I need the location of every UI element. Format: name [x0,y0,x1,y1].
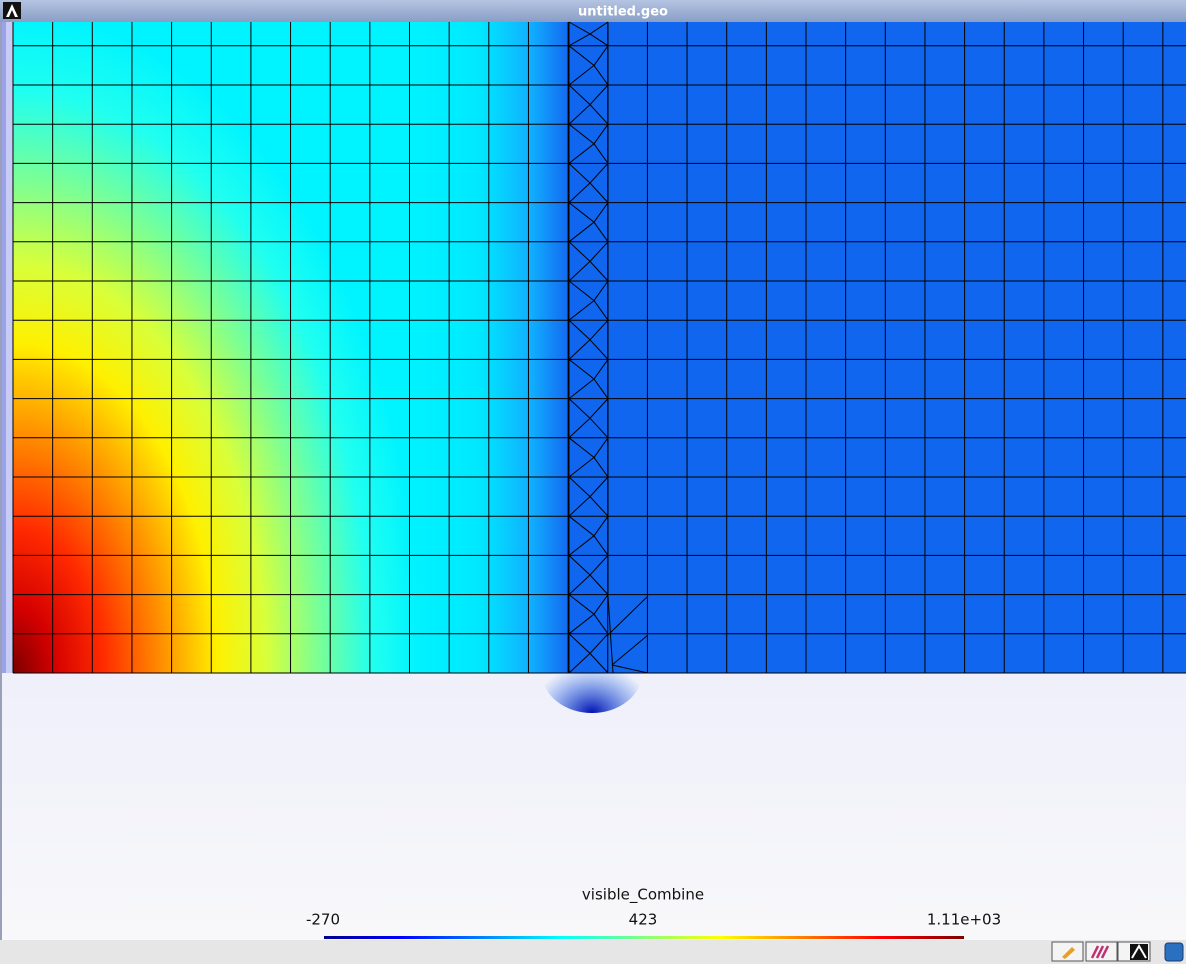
colorbar-title: visible_Combine [582,886,704,905]
window-button[interactable] [1164,942,1184,962]
mesh-edge [593,378,609,399]
mesh-edge [593,221,609,243]
colorbar-label: 1.11e+03 [927,911,1001,929]
mesh-edge [589,339,609,360]
mesh-edge [589,476,609,497]
mesh-edge [607,595,649,636]
mesh-edge [568,261,591,282]
edit-icon [1062,947,1075,959]
mesh-edge [568,633,591,654]
mesh-edge [568,378,595,399]
mesh-edge [568,515,595,537]
mesh-edge [568,143,595,164]
window-title: untitled.geo [578,5,668,20]
mesh-edge [568,182,591,203]
mesh-edge [593,143,609,164]
mesh-edge [568,202,595,223]
mesh-edge [568,457,595,478]
left-border [0,22,2,940]
mesh-edge [593,300,609,321]
info-icon [1130,944,1148,960]
mesh-edge [568,65,595,86]
mesh-edge [568,104,591,125]
mesh-edge [568,574,591,595]
mesh-edge [568,319,591,341]
mesh-edge [568,84,591,105]
mesh-edge [589,33,609,47]
colorbar-label: 423 [629,911,658,929]
mesh-edge [593,594,609,615]
mesh-edge [611,634,649,666]
mesh-edge [589,319,609,341]
mesh-edge [593,437,609,458]
mesh-edge [589,182,609,203]
mesh-edge [568,476,591,497]
mesh-edge [589,574,609,595]
colorbar-label: -270 [306,911,340,929]
mesh-edge [568,437,595,458]
mesh-edge [568,241,591,262]
mesh-edge [589,496,609,517]
mesh-edge [589,417,609,439]
mesh-edge [568,398,591,419]
mesh-edge [611,664,649,674]
mesh-edge [568,555,591,576]
mesh-edge [589,241,609,262]
options-icon [1090,945,1110,959]
status-bar [0,940,1186,964]
mesh-edge [593,65,609,86]
mesh-edge [568,221,595,243]
mesh-edge [568,359,595,380]
mesh-edge [568,33,591,47]
mesh-edge [593,359,609,380]
mesh-edge [593,613,609,635]
mesh-edge [589,84,609,105]
mesh-edge [589,163,609,184]
mesh-edge [568,163,591,184]
mesh-edge [589,653,609,674]
mesh-edge [589,21,609,35]
mesh-edge [568,594,595,615]
mesh-edge [593,202,609,223]
mesh-edge [589,633,609,654]
field-plot [13,22,1186,713]
left-strip-light [6,22,13,673]
mesh-edge [568,535,595,556]
mesh-edge [589,261,609,282]
mesh-edge [568,496,591,517]
mesh-edge [593,515,609,537]
mesh-edge [568,123,595,145]
mesh-edge [568,21,591,35]
mesh-edge [589,398,609,419]
mesh-edge [589,555,609,576]
mesh-edge [593,280,609,301]
mesh-edge [568,339,591,360]
info-icon-glyph [1131,944,1147,959]
mesh [12,21,1186,674]
title-bar [0,0,1186,22]
mesh-edge [593,123,609,145]
mesh-edge [607,595,614,674]
mesh-edge [568,653,591,674]
field-right [569,22,1186,673]
colorbar [324,936,964,939]
mesh-edge [568,300,595,321]
mesh-edge [568,45,595,66]
mesh-edge [568,417,591,439]
mesh-edge [593,45,609,66]
mesh-edge [593,535,609,556]
mesh-edge [568,613,595,635]
mesh-edge [568,280,595,301]
mesh-edge [593,457,609,478]
mesh-edge [589,104,609,125]
app-icon-glyph [6,4,18,17]
